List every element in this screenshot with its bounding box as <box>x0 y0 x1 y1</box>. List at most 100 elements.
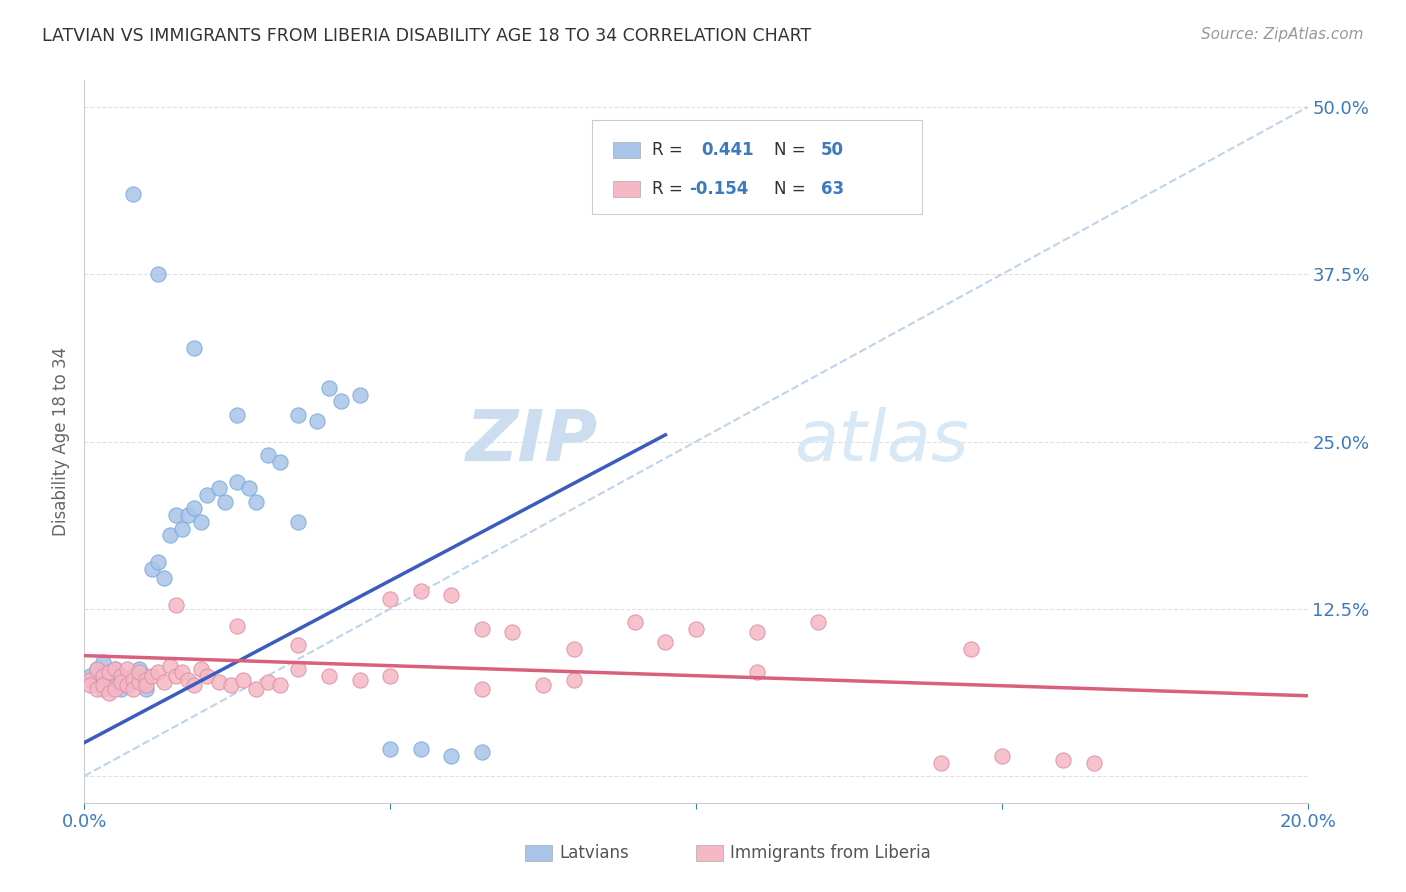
Point <box>226 408 249 422</box>
Point <box>128 665 150 679</box>
Point <box>110 681 132 696</box>
Text: ZIP: ZIP <box>465 407 598 476</box>
Text: atlas: atlas <box>794 407 969 476</box>
Point <box>287 662 309 676</box>
Point <box>562 642 585 657</box>
Point <box>195 669 218 683</box>
Point <box>97 686 120 700</box>
Point <box>502 624 524 639</box>
Point <box>146 665 169 679</box>
Point <box>165 669 187 683</box>
Point <box>86 662 108 676</box>
Point <box>91 681 114 696</box>
Point <box>654 635 676 649</box>
Bar <box>524 846 551 862</box>
Point <box>471 681 494 696</box>
Point <box>190 662 212 676</box>
Point <box>305 414 328 429</box>
Point <box>153 675 176 690</box>
Text: 63: 63 <box>821 179 844 198</box>
Point <box>79 669 101 683</box>
Bar <box>613 142 640 158</box>
Text: R =: R = <box>652 179 688 198</box>
Point <box>97 665 120 679</box>
Point <box>226 475 249 489</box>
Point <box>115 678 138 692</box>
Point <box>380 592 402 607</box>
Point <box>624 615 647 630</box>
Point <box>110 669 132 683</box>
Point <box>146 555 169 569</box>
Point <box>122 673 145 687</box>
Point <box>122 681 145 696</box>
Point <box>929 756 952 770</box>
Point <box>245 681 267 696</box>
Point <box>747 665 769 679</box>
Point <box>960 642 983 657</box>
Point <box>440 749 463 764</box>
Point <box>122 187 145 202</box>
Point <box>380 742 402 756</box>
Point <box>128 662 150 676</box>
Point <box>685 622 707 636</box>
Point <box>110 669 132 683</box>
Text: Immigrants from Liberia: Immigrants from Liberia <box>730 845 931 863</box>
Point <box>79 673 101 687</box>
Point <box>183 501 205 516</box>
Point <box>115 678 138 692</box>
Point <box>440 589 463 603</box>
Point <box>104 681 127 696</box>
Point <box>287 638 309 652</box>
Text: Latvians: Latvians <box>560 845 628 863</box>
Point <box>245 494 267 508</box>
Point <box>1083 756 1105 770</box>
Text: N =: N = <box>775 179 811 198</box>
Point <box>135 681 157 696</box>
Point <box>807 615 830 630</box>
Point <box>165 598 187 612</box>
Point <box>91 678 114 692</box>
Point <box>287 515 309 529</box>
Point <box>104 662 127 676</box>
Point <box>219 678 242 692</box>
FancyBboxPatch shape <box>592 120 922 214</box>
Point <box>177 673 200 687</box>
Point <box>115 662 138 676</box>
Y-axis label: Disability Age 18 to 34: Disability Age 18 to 34 <box>52 347 70 536</box>
Point <box>86 662 108 676</box>
Point <box>146 268 169 282</box>
Point <box>257 448 280 462</box>
Point <box>232 673 254 687</box>
Point <box>409 584 432 599</box>
Point <box>318 381 340 395</box>
Point <box>165 508 187 523</box>
Point <box>183 678 205 692</box>
Point <box>531 678 554 692</box>
Point <box>380 669 402 683</box>
Text: -0.154: -0.154 <box>689 179 748 198</box>
Bar <box>613 181 640 196</box>
Point <box>141 562 163 576</box>
Point <box>409 742 432 756</box>
Point <box>269 455 291 469</box>
Point <box>190 515 212 529</box>
Point <box>991 749 1014 764</box>
Point <box>135 678 157 692</box>
Point <box>172 665 194 679</box>
Point <box>128 675 150 690</box>
Point <box>195 488 218 502</box>
Point <box>104 673 127 687</box>
Point <box>208 675 231 690</box>
Point <box>97 678 120 692</box>
Point <box>91 669 114 683</box>
Text: LATVIAN VS IMMIGRANTS FROM LIBERIA DISABILITY AGE 18 TO 34 CORRELATION CHART: LATVIAN VS IMMIGRANTS FROM LIBERIA DISAB… <box>42 27 811 45</box>
Point <box>562 673 585 687</box>
Point <box>128 675 150 690</box>
Point <box>135 669 157 683</box>
Point <box>79 678 101 692</box>
Point <box>183 341 205 355</box>
Point <box>91 655 114 669</box>
Point <box>471 622 494 636</box>
Point <box>1052 753 1074 767</box>
Text: 50: 50 <box>821 141 844 159</box>
